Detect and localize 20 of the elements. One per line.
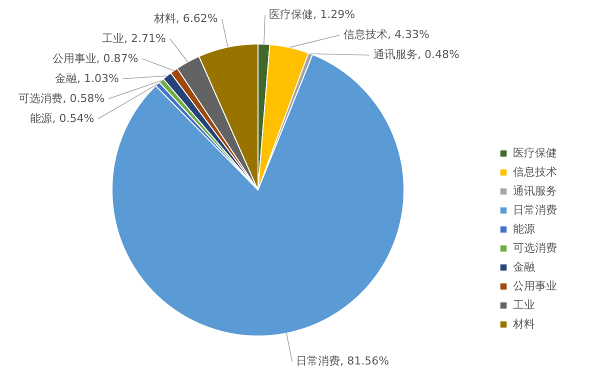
- data-label: 金融, 1.03%: [54, 72, 119, 85]
- data-label: 工业, 2.71%: [102, 32, 166, 45]
- data-label: 信息技术, 4.33%: [344, 28, 430, 42]
- legend-label: 日常消费: [513, 204, 557, 216]
- legend-label: 通讯服务: [513, 184, 557, 198]
- legend-label: 工业: [513, 298, 535, 312]
- legend-label: 能源: [513, 222, 535, 236]
- data-label: 医疗保健, 1.29%: [269, 8, 356, 22]
- legend-label: 公用事业: [513, 280, 557, 292]
- legend-label: 信息技术: [513, 166, 557, 178]
- data-label: 能源, 0.54%: [30, 112, 94, 125]
- data-label: 可选消费, 0.58%: [18, 92, 105, 105]
- legend-label: 材料: [512, 318, 535, 330]
- data-label: 日常消费, 81.56%: [296, 354, 390, 368]
- legend-label: 可选消费: [513, 242, 557, 254]
- legend-label: 医疗保健: [513, 146, 557, 160]
- data-label: 公用事业, 0.87%: [52, 52, 138, 65]
- data-label: 材料, 6.62%: [152, 12, 218, 25]
- legend-label: 金融: [513, 260, 535, 274]
- data-label: 通讯服务, 0.48%: [374, 48, 460, 62]
